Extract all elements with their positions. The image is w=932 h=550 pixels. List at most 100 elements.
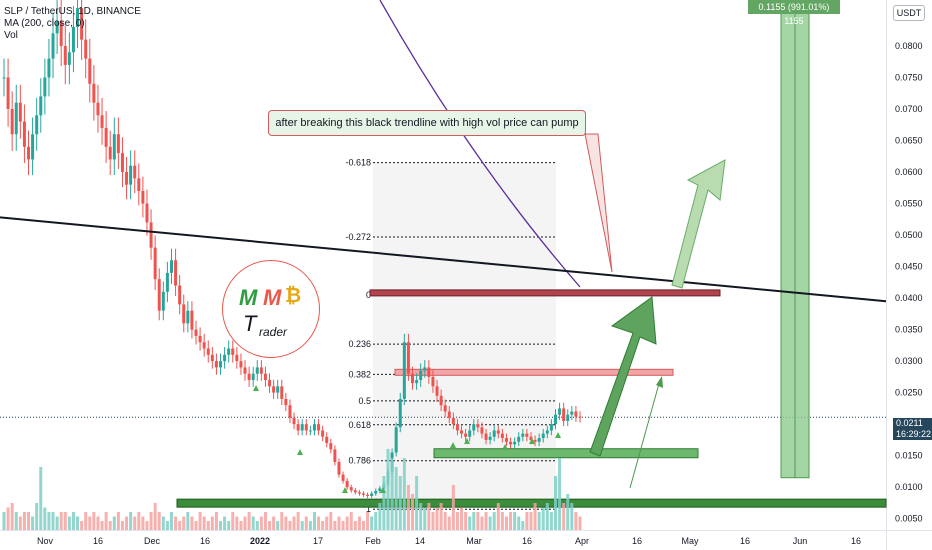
candle-body bbox=[378, 488, 382, 491]
x-tick-label: Apr bbox=[575, 536, 589, 546]
y-tick-label: 0.0750 bbox=[895, 72, 923, 82]
volume-bar bbox=[513, 512, 517, 530]
countdown-tag: 16:29:22 bbox=[893, 429, 932, 440]
fib-level-label: 0.5 bbox=[358, 396, 371, 406]
candle-body bbox=[578, 416, 582, 418]
volume-bar bbox=[157, 512, 161, 530]
volume-bar bbox=[472, 512, 476, 530]
volume-bar bbox=[455, 512, 459, 530]
volume-indicator-label[interactable]: Vol bbox=[4, 30, 18, 41]
candle-body bbox=[529, 436, 533, 440]
volume-bar bbox=[292, 516, 296, 530]
volume-bar bbox=[129, 512, 133, 530]
support-zone bbox=[433, 448, 699, 459]
candle-body bbox=[553, 414, 557, 425]
candle-body bbox=[120, 153, 124, 173]
volume-bar bbox=[345, 516, 349, 530]
volume-bar bbox=[509, 512, 513, 530]
volume-bar bbox=[10, 503, 14, 530]
volume-bar bbox=[198, 512, 202, 530]
candle-body bbox=[219, 361, 223, 368]
candle-body bbox=[210, 354, 214, 362]
volume-bar bbox=[402, 458, 406, 530]
logo-letter-t: T bbox=[243, 311, 257, 336]
candle-body bbox=[214, 361, 218, 368]
volume-bar bbox=[202, 516, 206, 530]
volume-bar bbox=[137, 512, 141, 530]
x-tick-label: 16 bbox=[632, 536, 642, 546]
candle-body bbox=[464, 433, 468, 437]
candle-body bbox=[125, 172, 129, 185]
volume-bar bbox=[219, 521, 223, 530]
candle-body bbox=[59, 20, 63, 46]
signal-marker bbox=[464, 438, 470, 444]
candle-body bbox=[357, 492, 361, 494]
resistance-zone-top bbox=[369, 289, 721, 297]
candle-body bbox=[333, 449, 337, 462]
volume-bar bbox=[553, 476, 557, 530]
volume-bar bbox=[361, 521, 365, 530]
volume-bar bbox=[464, 512, 468, 530]
candle-body bbox=[129, 165, 133, 185]
y-tick-label: 0.0700 bbox=[895, 104, 923, 114]
candle-body bbox=[419, 370, 423, 381]
annotation-note[interactable]: after breaking this black trendline with… bbox=[268, 110, 586, 136]
candle-body bbox=[190, 310, 194, 330]
bitcoin-icon: ₿ bbox=[285, 285, 302, 307]
fib-level-label: 0.618 bbox=[348, 420, 371, 430]
volume-bar bbox=[2, 512, 6, 530]
dark-up-arrow bbox=[589, 296, 657, 457]
candle-body bbox=[231, 348, 235, 355]
y-tick-label: 0.0150 bbox=[895, 451, 923, 461]
volume-bar bbox=[390, 458, 394, 530]
volume-bar bbox=[370, 516, 374, 530]
y-tick-label: 0.0050 bbox=[895, 514, 923, 524]
volume-bar bbox=[439, 503, 443, 530]
candle-body bbox=[317, 424, 321, 431]
volume-bar bbox=[35, 503, 39, 530]
volume-bar bbox=[39, 467, 43, 530]
volume-bar bbox=[165, 521, 169, 530]
volume-bar bbox=[259, 516, 263, 530]
candle-body bbox=[431, 376, 435, 387]
volume-bar bbox=[300, 521, 304, 530]
volume-bar bbox=[460, 507, 464, 530]
signal-marker bbox=[555, 432, 561, 438]
candle-body bbox=[259, 367, 263, 374]
trendline bbox=[0, 216, 887, 303]
volume-bar bbox=[96, 516, 100, 530]
volume-bar bbox=[27, 512, 31, 530]
volume-bar bbox=[525, 512, 529, 530]
volume-bar bbox=[488, 516, 492, 530]
logo-letter-m-red: M bbox=[263, 285, 282, 310]
volume-bar bbox=[206, 521, 210, 530]
volume-bar bbox=[578, 516, 582, 530]
ma-indicator-label[interactable]: MA (200, close, 0) bbox=[4, 18, 85, 29]
volume-bar bbox=[276, 521, 280, 530]
x-tick-label: 17 bbox=[313, 536, 323, 546]
candle-body bbox=[455, 424, 459, 431]
candle-body bbox=[149, 222, 153, 248]
candle-body bbox=[337, 461, 341, 475]
volume-bar bbox=[71, 512, 75, 530]
volume-bar bbox=[570, 503, 574, 530]
thin-up-arrowhead bbox=[656, 376, 663, 388]
volume-bar bbox=[251, 516, 255, 530]
candle-body bbox=[247, 373, 251, 381]
chart-title: SLP / TetherUS, 1D, BINANCE bbox=[4, 6, 141, 17]
x-tick-label: May bbox=[681, 536, 699, 546]
candle-body bbox=[411, 373, 415, 384]
volume-bar bbox=[223, 516, 227, 530]
volume-bar bbox=[537, 512, 541, 530]
candle-body bbox=[492, 430, 496, 437]
last-price-tag: 0.0211 bbox=[893, 418, 932, 429]
currency-badge[interactable]: USDT bbox=[893, 5, 925, 21]
candle-body bbox=[157, 279, 161, 311]
volume-bar bbox=[243, 516, 247, 530]
volume-bar bbox=[353, 521, 357, 530]
candle-body bbox=[263, 373, 267, 381]
candle-body bbox=[325, 436, 329, 444]
volume-bar bbox=[116, 512, 120, 530]
volume-bar bbox=[14, 512, 18, 530]
